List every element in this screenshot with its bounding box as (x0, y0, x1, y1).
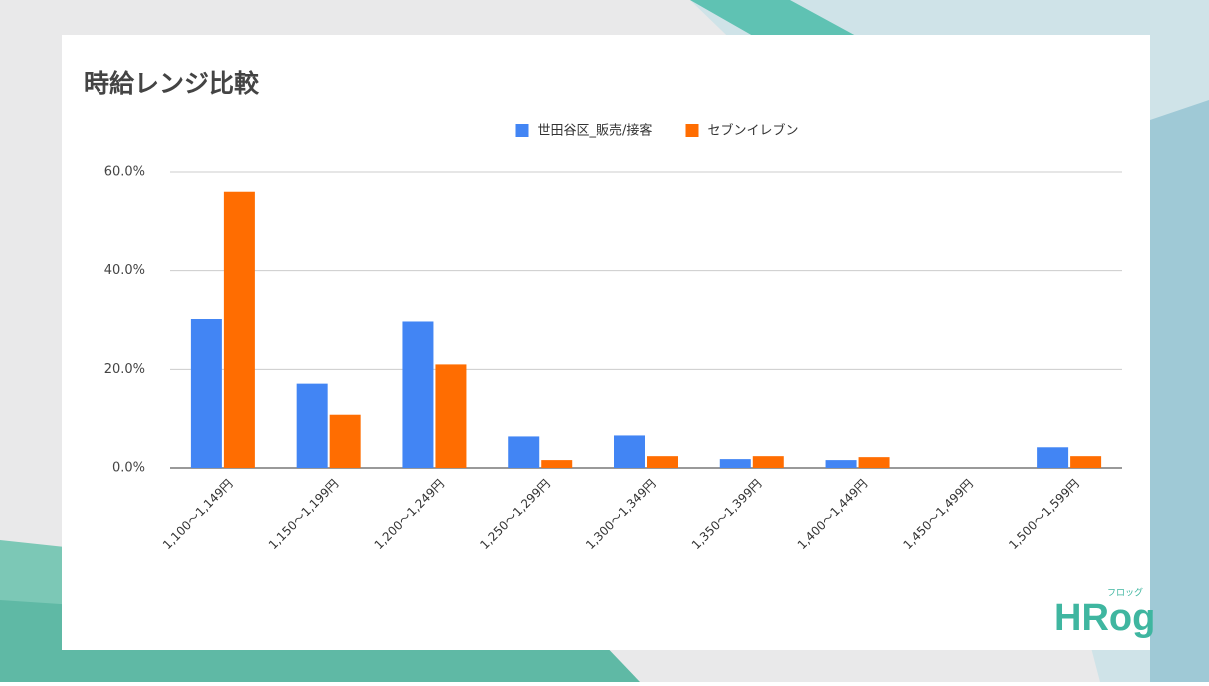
bar (435, 364, 466, 468)
bar (508, 436, 539, 468)
legend-swatch (686, 124, 699, 137)
bar (224, 192, 255, 468)
bar (541, 460, 572, 468)
bar (1070, 456, 1101, 468)
logo-text: HRog (1054, 597, 1155, 639)
y-tick-label: 0.0% (112, 461, 145, 476)
legend-swatch (516, 124, 529, 137)
bar (297, 384, 328, 468)
bar (191, 319, 222, 468)
bar (614, 435, 645, 468)
y-tick-label: 40.0% (104, 263, 145, 278)
bar (859, 457, 890, 468)
bar (647, 456, 678, 468)
bar (402, 321, 433, 468)
legend-label: セブンイレブン (708, 123, 799, 139)
bar (826, 460, 857, 468)
bar (1037, 447, 1068, 468)
bar (753, 456, 784, 468)
bar (720, 459, 751, 468)
y-tick-label: 60.0% (104, 165, 145, 180)
chart-title: 時給レンジ比較 (84, 69, 260, 98)
bar (330, 415, 361, 468)
decor-photo-shelf (1150, 100, 1209, 682)
slide: 時給レンジ比較 HRog フロッグ 0.0% 20.0% 40.0% 60.0% 世田谷… (0, 0, 1209, 682)
legend-label: 世田谷区_販売/接客 (538, 123, 653, 139)
y-tick-label: 20.0% (104, 362, 145, 377)
logo-ruby: フロッグ (1107, 587, 1143, 599)
